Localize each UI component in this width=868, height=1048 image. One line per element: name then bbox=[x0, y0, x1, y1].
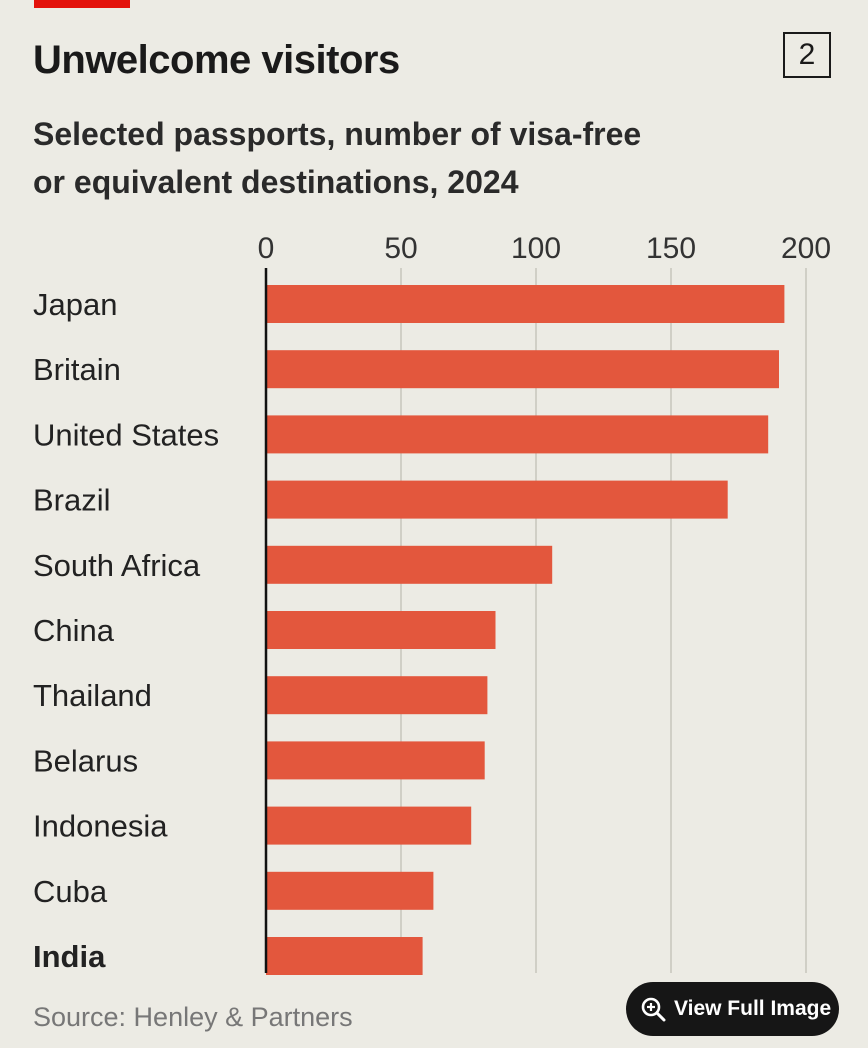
chart-subtitle: Selected passports, number of visa-free … bbox=[33, 110, 733, 206]
x-tick-label: 50 bbox=[384, 232, 417, 265]
subtitle-line-1: Selected passports, number of visa-free bbox=[33, 116, 642, 152]
category-label: India bbox=[33, 939, 106, 974]
bar bbox=[266, 937, 423, 975]
x-tick-label: 150 bbox=[646, 232, 696, 265]
bar bbox=[266, 871, 434, 910]
category-label: South Africa bbox=[33, 548, 201, 583]
bar bbox=[266, 415, 769, 454]
subtitle-line-2: or equivalent destinations, 2024 bbox=[33, 164, 519, 200]
category-label: Indonesia bbox=[33, 809, 168, 844]
x-tick-label: 0 bbox=[258, 232, 275, 265]
source-note: Source: Henley & Partners bbox=[33, 1002, 353, 1032]
chart-number-badge: 2 bbox=[783, 32, 831, 78]
bar bbox=[266, 676, 488, 715]
red-accent-tag bbox=[34, 0, 130, 8]
category-label: United States bbox=[33, 417, 219, 452]
category-label: Thailand bbox=[33, 678, 152, 713]
view-full-image-label: View Full Image bbox=[674, 997, 832, 1020]
bar bbox=[266, 285, 785, 323]
x-tick-label: 200 bbox=[781, 232, 831, 265]
category-label: Cuba bbox=[33, 874, 108, 909]
category-label: Japan bbox=[33, 287, 117, 322]
bar bbox=[266, 545, 553, 584]
bar bbox=[266, 611, 496, 649]
view-full-image-button[interactable]: View Full Image bbox=[626, 982, 839, 1036]
category-label: Britain bbox=[33, 352, 121, 387]
bar bbox=[266, 806, 472, 845]
chart-title: Unwelcome visitors bbox=[33, 38, 400, 82]
zoom-in-icon bbox=[641, 997, 666, 1022]
category-label: China bbox=[33, 613, 115, 648]
bar-chart: 0 50 100 150 200 Japan Britain United States Bra… bbox=[33, 232, 831, 975]
bar bbox=[266, 350, 779, 389]
category-label: Belarus bbox=[33, 743, 138, 778]
x-tick-label: 100 bbox=[511, 232, 561, 265]
category-label: Brazil bbox=[33, 483, 111, 518]
bar bbox=[266, 741, 485, 780]
bar bbox=[266, 480, 728, 519]
